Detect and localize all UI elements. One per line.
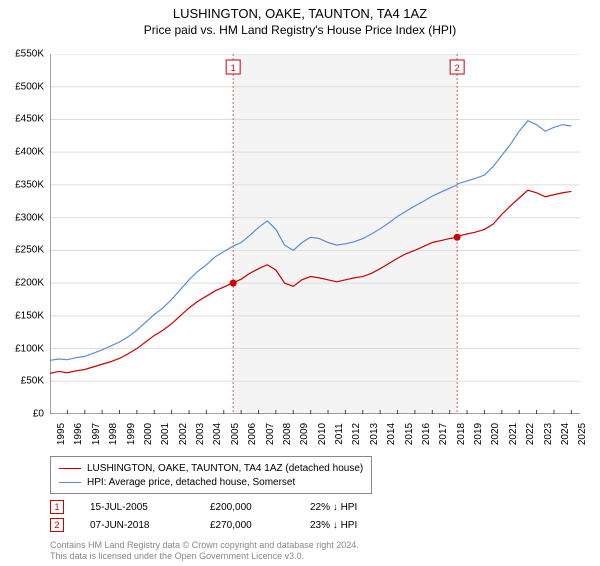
- marker-price: £270,000: [210, 520, 310, 531]
- x-tick-label: 2013: [369, 423, 380, 445]
- chart-title: LUSHINGTON, OAKE, TAUNTON, TA4 1AZ: [0, 6, 600, 21]
- y-tick-label: £300K: [15, 212, 44, 223]
- y-tick-label: £450K: [15, 114, 44, 125]
- marker-row: 1 15-JUL-2005 £200,000 22% ↓ HPI: [50, 498, 580, 516]
- x-tick-label: 1999: [126, 423, 137, 445]
- chart-subtitle: Price paid vs. HM Land Registry's House …: [0, 23, 600, 37]
- marker-rel: 23% ↓ HPI: [310, 520, 400, 531]
- legend-swatch: [59, 468, 81, 469]
- y-tick-label: £50K: [21, 376, 44, 387]
- marker-row: 2 07-JUN-2018 £270,000 23% ↓ HPI: [50, 516, 580, 534]
- legend-row-price-paid: LUSHINGTON, OAKE, TAUNTON, TA4 1AZ (deta…: [59, 461, 363, 475]
- x-tick-label: 2017: [438, 423, 449, 445]
- legend-label: LUSHINGTON, OAKE, TAUNTON, TA4 1AZ (deta…: [87, 463, 363, 474]
- legend-swatch: [59, 482, 81, 483]
- x-tick-label: 2007: [265, 423, 276, 445]
- x-tick-label: 2010: [317, 423, 328, 445]
- y-tick-label: £200K: [15, 278, 44, 289]
- x-tick-label: 2008: [282, 423, 293, 445]
- x-tick-label: 1995: [56, 423, 67, 445]
- x-tick-label: 1996: [74, 423, 85, 445]
- footer-line-2: This data is licensed under the Open Gov…: [50, 551, 359, 562]
- x-tick-label: 2003: [195, 423, 206, 445]
- x-tick-label: 2018: [456, 423, 467, 445]
- x-tick-label: 2014: [386, 423, 397, 445]
- x-tick-label: 2023: [543, 423, 554, 445]
- y-tick-label: £150K: [15, 310, 44, 321]
- x-tick-label: 2011: [334, 423, 345, 445]
- x-tick-label: 2015: [404, 423, 415, 445]
- x-tick-label: 2019: [473, 423, 484, 445]
- marker-rel: 22% ↓ HPI: [310, 502, 400, 513]
- x-tick-label: 2021: [508, 423, 519, 445]
- y-tick-label: £350K: [15, 179, 44, 190]
- marker-date: 07-JUN-2018: [90, 520, 210, 531]
- x-tick-label: 2009: [299, 423, 310, 445]
- x-tick-label: 2005: [230, 423, 241, 445]
- x-tick-label: 2025: [577, 423, 588, 445]
- footer-line-1: Contains HM Land Registry data © Crown c…: [50, 540, 359, 551]
- x-tick-label: 2002: [178, 423, 189, 445]
- x-tick-label: 2012: [352, 423, 363, 445]
- y-tick-label: £100K: [15, 343, 44, 354]
- y-tick-label: £500K: [15, 81, 44, 92]
- legend-label: HPI: Average price, detached house, Some…: [87, 477, 295, 488]
- plot-area: 12: [50, 54, 580, 414]
- svg-text:1: 1: [231, 63, 236, 73]
- y-tick-label: £400K: [15, 147, 44, 158]
- legend-row-hpi: HPI: Average price, detached house, Some…: [59, 475, 363, 489]
- marker-date: 15-JUL-2005: [90, 502, 210, 513]
- marker-table: 1 15-JUL-2005 £200,000 22% ↓ HPI 2 07-JU…: [50, 498, 580, 534]
- y-axis: £0£50K£100K£150K£200K£250K£300K£350K£400…: [0, 54, 50, 414]
- chart-svg: 12: [50, 54, 580, 414]
- footer: Contains HM Land Registry data © Crown c…: [50, 540, 359, 562]
- x-tick-label: 2004: [213, 423, 224, 445]
- x-tick-label: 2024: [560, 423, 571, 445]
- x-tick-label: 1998: [108, 423, 119, 445]
- x-axis: 1995 1996 1997 1998 1999 2000 2001 2002 2003 2004…: [50, 414, 580, 454]
- x-tick-label: 2001: [160, 423, 171, 445]
- x-tick-label: 2022: [525, 423, 536, 445]
- x-tick-label: 2020: [491, 423, 502, 445]
- y-tick-label: £250K: [15, 245, 44, 256]
- marker-id-box: 2: [50, 518, 64, 532]
- y-tick-label: £550K: [15, 49, 44, 60]
- svg-text:2: 2: [455, 63, 460, 73]
- x-tick-label: 1997: [91, 423, 102, 445]
- legend: LUSHINGTON, OAKE, TAUNTON, TA4 1AZ (deta…: [50, 456, 372, 494]
- x-tick-label: 2016: [421, 423, 432, 445]
- x-tick-label: 2006: [247, 423, 258, 445]
- marker-price: £200,000: [210, 502, 310, 513]
- marker-id-box: 1: [50, 500, 64, 514]
- x-tick-label: 2000: [143, 423, 154, 445]
- y-tick-label: £0: [33, 409, 44, 420]
